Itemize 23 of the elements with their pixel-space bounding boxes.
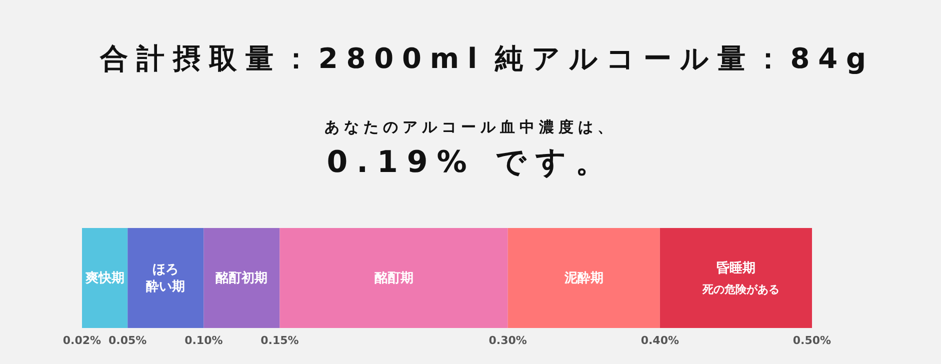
x-tick-label: 0.10%	[184, 334, 223, 347]
x-tick-label: 0.15%	[260, 334, 299, 347]
series-label: 酩酊初期	[216, 270, 268, 286]
x-tick-label: 0.02%	[62, 334, 102, 347]
x-tick-label: 0.40%	[640, 334, 680, 347]
x-tick-label: 0.05%	[108, 334, 147, 347]
text: 合計摂取量：2800ml	[100, 41, 486, 77]
series-label: 酩酊期	[374, 271, 414, 286]
bar	[280, 228, 508, 328]
bar	[508, 228, 660, 328]
text: 0.19% です。	[326, 144, 616, 182]
text: あなたのアルコール血中濃度は、	[323, 118, 618, 137]
series-label: 爽快期	[85, 271, 124, 286]
x-tick-label: 0.30%	[488, 334, 527, 347]
series-label: 泥酔期	[563, 271, 604, 286]
x-tick-label: 0.50%	[792, 334, 832, 347]
bar	[660, 228, 812, 328]
bar	[204, 228, 280, 328]
annotation: 死の危険がある	[701, 282, 780, 297]
series-label: ほろ酔い期	[146, 262, 186, 294]
text: 純アルコール量：84g	[495, 41, 874, 77]
bar	[128, 228, 204, 328]
series-label: 昏睡期	[716, 260, 756, 276]
